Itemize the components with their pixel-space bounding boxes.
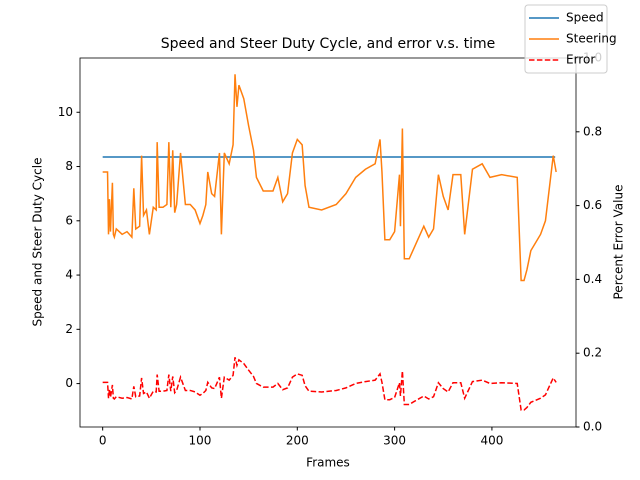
legend-label: Error — [566, 53, 595, 67]
legend-box — [524, 4, 608, 74]
y-tick-label: 8 — [65, 159, 73, 173]
legend-label: Steering — [566, 32, 617, 46]
y2-tick-label: 0.4 — [583, 272, 602, 286]
line-steering — [102, 74, 557, 282]
y-tick-label: 4 — [65, 268, 73, 282]
y-tick-label: 0 — [65, 376, 73, 390]
x-tick-label: 100 — [189, 434, 212, 448]
y-axis-label: Speed and Steer Duty Cycle — [31, 158, 45, 327]
x-tick-label: 200 — [286, 434, 309, 448]
y2-tick-label: 0.8 — [583, 124, 602, 138]
line-error — [102, 357, 557, 411]
y2-axis-label: Percent Error Value — [612, 185, 626, 300]
y2-tick-label: 0.2 — [583, 346, 602, 360]
legend-label: Speed — [566, 11, 604, 25]
y-tick-label: 6 — [65, 213, 73, 227]
y2-tick-label: 0.0 — [583, 420, 602, 434]
chart-title: Speed and Steer Duty Cycle, and error v.… — [161, 36, 496, 52]
x-axis-label: Frames — [306, 456, 350, 470]
x-tick-label: 300 — [383, 434, 406, 448]
y-tick-label: 2 — [65, 322, 73, 336]
plot-frame — [79, 57, 577, 428]
x-tick-label: 400 — [480, 434, 503, 448]
y2-tick-label: 0.6 — [583, 198, 602, 212]
y-tick-label: 10 — [58, 105, 73, 119]
x-tick-label: 0 — [99, 434, 107, 448]
